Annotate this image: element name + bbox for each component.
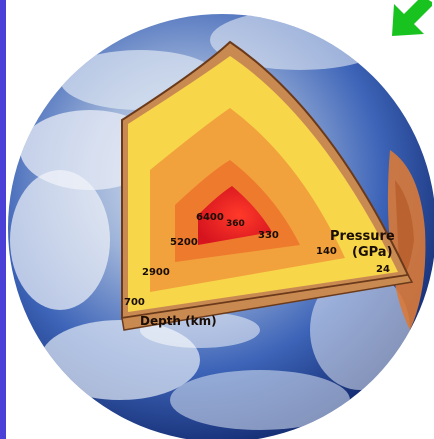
depth-value-6400: 6400: [196, 212, 224, 223]
pressure-value-360: 360: [226, 219, 245, 229]
depth-title: Depth (km): [140, 314, 217, 328]
pressure-value-140: 140: [316, 246, 337, 257]
depth-value-2900: 2900: [142, 267, 170, 278]
inner-core-layer: [198, 186, 272, 245]
pressure-value-24: 24: [376, 264, 390, 275]
green-arrow-icon: [392, 0, 432, 36]
pressure-value-330: 330: [258, 230, 279, 241]
wedge-bottom-face: [121, 274, 414, 331]
globe-texture: [10, 14, 426, 430]
depth-value-700: 700: [124, 297, 145, 308]
left-border: [0, 0, 6, 439]
pressure-title: Pressure: [330, 229, 395, 244]
depth-value-5200: 5200: [170, 237, 198, 248]
pressure-unit: (GPa): [352, 245, 393, 260]
